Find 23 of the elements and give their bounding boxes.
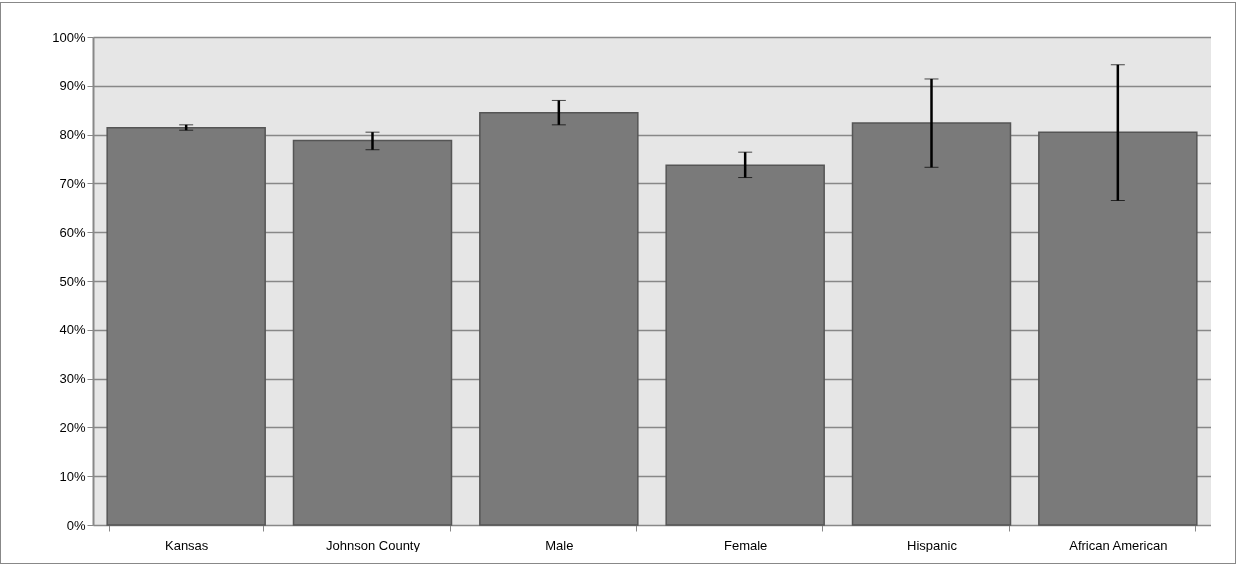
- y-tick-label: 10%: [59, 468, 86, 484]
- bar: [1038, 131, 1198, 526]
- y-tick-label: 20%: [59, 419, 86, 435]
- y-tick-label: 50%: [59, 273, 86, 289]
- x-tick-label: Male: [545, 537, 574, 553]
- y-tick-label: 100%: [52, 29, 86, 45]
- y-tick-label: 70%: [59, 175, 86, 191]
- y-tick-label: 30%: [59, 371, 86, 387]
- y-tick-label: 60%: [59, 224, 86, 240]
- bar: [851, 122, 1012, 526]
- x-tick-label: Female: [723, 537, 768, 553]
- bar: [106, 127, 266, 526]
- y-tick-label: 0%: [66, 517, 86, 533]
- bar: [479, 111, 639, 526]
- x-tick-label: Johnson County: [326, 537, 421, 553]
- y-tick-label: 40%: [59, 322, 86, 338]
- x-tick-label: African American: [1069, 537, 1168, 553]
- bar: [292, 139, 453, 526]
- x-tick-label: Kansas: [164, 537, 209, 553]
- y-tick-label: 80%: [59, 127, 86, 143]
- bar: [665, 164, 825, 526]
- y-tick-label: 90%: [59, 78, 86, 94]
- x-tick-label: Hispanic: [907, 537, 958, 553]
